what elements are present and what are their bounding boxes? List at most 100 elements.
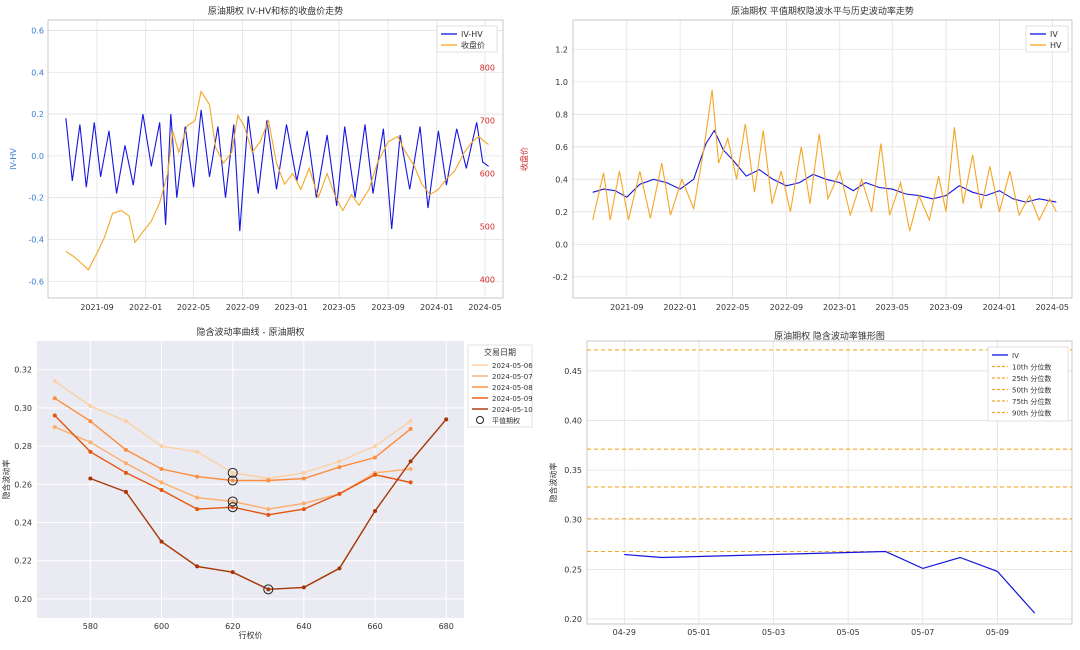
- data-point: [266, 587, 271, 592]
- legend-label: 75th 分位数: [1012, 397, 1051, 406]
- x-tick-label: 05-01: [687, 628, 710, 637]
- series-line: [592, 89, 1057, 232]
- y-tick-label: 0.35: [564, 466, 582, 475]
- y-tick-label: 0.24: [14, 518, 32, 527]
- x-tick-label: 2024-01: [420, 303, 453, 312]
- x-tick-label: 05-05: [837, 628, 860, 637]
- data-point: [195, 449, 200, 454]
- data-point: [408, 426, 413, 431]
- y2-axis-label: 收盘价: [519, 147, 529, 171]
- data-point: [337, 465, 342, 470]
- data-point: [373, 444, 378, 449]
- legend-box: [987, 346, 1069, 422]
- x-tick-label: 2022-01: [663, 303, 696, 312]
- chart-title: 原油期权 平值期权隐波水平与历史波动率走势: [731, 5, 914, 17]
- data-point: [88, 449, 93, 454]
- x-tick-label: 05-09: [986, 628, 1009, 637]
- y-tick-label: 0.40: [564, 416, 582, 425]
- y2-tick-label: 800: [480, 64, 495, 73]
- legend-label: 2024-05-10: [492, 406, 533, 414]
- data-point: [408, 419, 413, 424]
- data-point: [195, 474, 200, 479]
- data-point: [373, 455, 378, 460]
- data-point: [408, 466, 413, 471]
- y-tick-label: 0.22: [14, 557, 32, 566]
- chart-title: 原油期权 IV-HV和标的收盘价走势: [208, 5, 343, 17]
- y2-tick-label: 700: [480, 117, 495, 126]
- x-tick-label: 04-29: [613, 628, 636, 637]
- y-tick-label: -0.2: [28, 194, 44, 203]
- data-point: [52, 379, 57, 384]
- y-tick-label: 0.45: [564, 367, 582, 376]
- data-point: [123, 470, 128, 475]
- data-point: [301, 507, 306, 512]
- data-point: [408, 459, 413, 464]
- data-point: [373, 509, 378, 514]
- legend-label: IV: [1012, 352, 1019, 360]
- x-tick-label: 2023-01: [823, 303, 856, 312]
- x-tick-label: 2023-01: [275, 303, 308, 312]
- series-line: [65, 109, 489, 232]
- x-tick-label: 05-03: [762, 628, 785, 637]
- x-tick-label: 580: [83, 622, 98, 631]
- y-tick-label: 0.28: [14, 442, 32, 451]
- data-point: [195, 495, 200, 500]
- atm-marker: [263, 584, 274, 595]
- y-axis-label: 隐含波动率: [548, 463, 558, 503]
- x-tick-label: 2021-09: [80, 303, 113, 312]
- data-point: [159, 480, 164, 485]
- x-tick-label: 2023-05: [322, 303, 355, 312]
- data-point: [337, 491, 342, 496]
- legend-label: 10th 分位数: [1012, 363, 1051, 372]
- y-tick-label: 0.20: [14, 595, 32, 604]
- data-point: [195, 564, 200, 569]
- legend-label: 90th 分位数: [1012, 409, 1051, 418]
- x-tick-label: 2022-09: [226, 303, 259, 312]
- data-point: [301, 585, 306, 590]
- atm-marker: [227, 502, 238, 513]
- x-tick-label: 680: [439, 622, 454, 631]
- x-tick-label: 620: [225, 622, 240, 631]
- data-point: [52, 396, 57, 401]
- data-point: [230, 478, 235, 483]
- data-point: [230, 570, 235, 575]
- legend-label: 收盘价: [461, 40, 485, 50]
- data-point: [195, 507, 200, 512]
- legend-label: 2024-05-08: [492, 384, 533, 392]
- legend-title: 交易日期: [484, 347, 516, 357]
- legend-label: 2024-05-09: [492, 395, 533, 403]
- legend-atm-marker: [476, 416, 484, 424]
- data-point: [337, 566, 342, 571]
- y-tick-label: -0.4: [28, 235, 44, 244]
- y-tick-label: 0.4: [555, 175, 568, 184]
- data-point: [301, 476, 306, 481]
- legend-label: IV-HV: [461, 30, 483, 39]
- chart-title: 隐含波动率曲线 - 原油期权: [197, 326, 305, 338]
- y-tick-label: 0.30: [564, 516, 582, 525]
- series-line: [592, 129, 1057, 203]
- y-tick-label: 0.6: [31, 26, 44, 35]
- y-tick-label: -0.2: [552, 273, 568, 282]
- legend-label: 50th 分位数: [1012, 386, 1051, 395]
- atm-marker: [227, 475, 238, 486]
- legend-label: HV: [1050, 41, 1062, 50]
- data-point: [88, 403, 93, 408]
- data-point: [159, 488, 164, 493]
- data-point: [301, 470, 306, 475]
- x-axis-label: 行权价: [239, 630, 263, 640]
- legend-label: 2024-05-06: [492, 362, 533, 370]
- y-tick-label: 0.26: [14, 480, 32, 489]
- data-point: [88, 419, 93, 424]
- atm-marker: [227, 467, 238, 478]
- data-point: [52, 413, 57, 418]
- x-tick-label: 2024-01: [983, 303, 1016, 312]
- y-axis-label: IV-HV: [9, 148, 18, 170]
- x-tick-label: 2024-05: [1036, 303, 1069, 312]
- data-point: [301, 501, 306, 506]
- legend-box: [1025, 25, 1069, 53]
- y2-tick-label: 600: [480, 170, 495, 179]
- x-tick-label: 600: [154, 622, 169, 631]
- x-tick-label: 640: [296, 622, 311, 631]
- data-point: [123, 489, 128, 494]
